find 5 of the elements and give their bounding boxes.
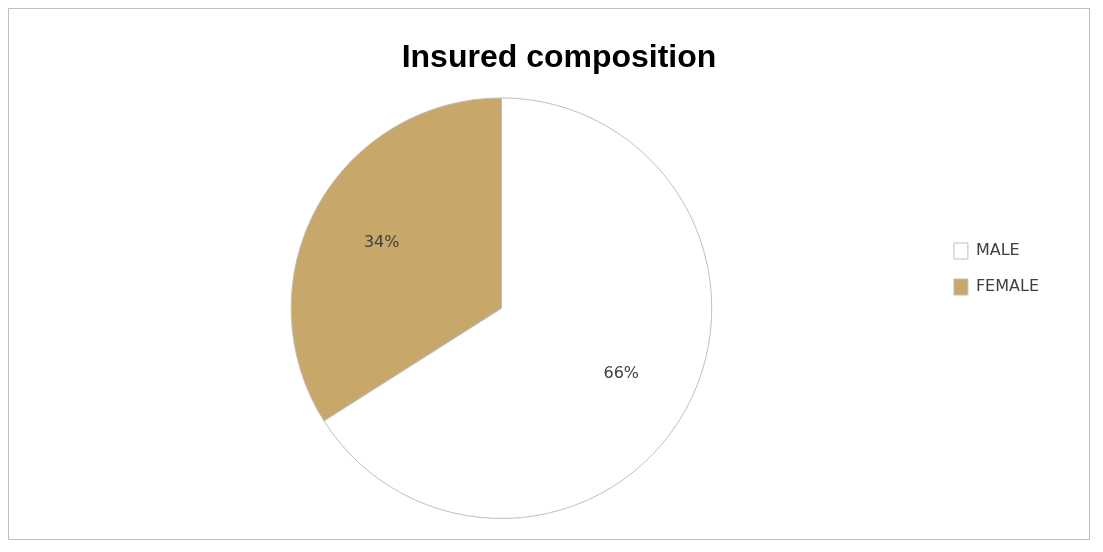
data-label: 66% [603, 363, 640, 383]
data-label: 34% [363, 231, 400, 251]
legend-label: MALE [975, 240, 1020, 260]
legend-label: FEMALE [975, 276, 1040, 296]
chart-title: Insured composition [401, 38, 717, 75]
